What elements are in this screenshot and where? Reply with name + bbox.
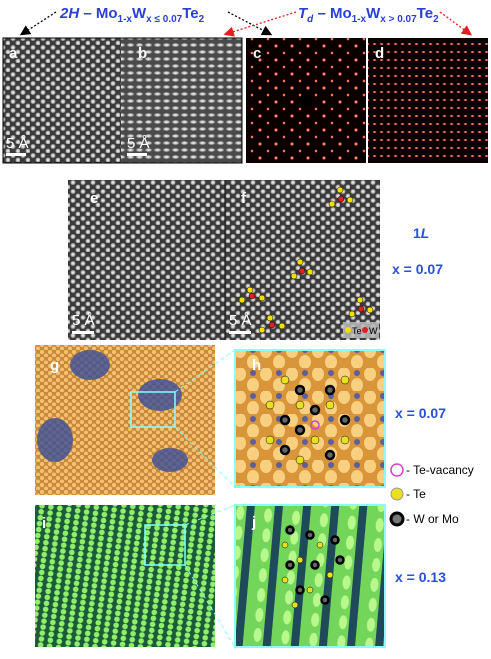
panel-label: b — [138, 45, 147, 62]
panel-label: i — [42, 515, 46, 532]
scale-label: 5 Å — [6, 135, 29, 152]
scale-label: 5 Å — [229, 312, 252, 329]
panel-labels: a b c d e f g h i j — [9, 45, 384, 532]
top-panels — [2, 37, 488, 164]
panel-label: j — [251, 514, 256, 531]
layer-label: 1L — [413, 225, 429, 241]
panel-label: g — [50, 357, 59, 374]
legend: - Te-vacancy - Te - W or Mo — [389, 463, 474, 527]
composition: x = 0.07 — [392, 261, 443, 277]
scale-bars: 5 Å 5 Å 5 Å 5 Å — [6, 135, 252, 334]
composition: x = 0.13 — [395, 569, 446, 585]
panel-label: f — [241, 190, 247, 207]
header-left: 2H – Mo1-xWx ≤ 0.07Te2 — [59, 5, 205, 25]
ij-panels — [35, 504, 386, 648]
composition: x = 0.07 — [395, 405, 446, 421]
scale-label: 5 Å — [72, 312, 95, 329]
header-right: Td – Mo1-xWx > 0.07Te2 — [298, 5, 439, 25]
legend-entry: - Te-vacancy — [406, 463, 474, 477]
legend-entry: - Te — [406, 487, 426, 501]
inset-legend-w: W — [369, 326, 378, 336]
gh-panels — [35, 345, 386, 495]
ef-panels: Te W — [68, 180, 380, 340]
arrows — [19, 11, 473, 37]
legend-entry: - W or Mo — [406, 512, 459, 526]
panel-label: a — [9, 45, 18, 62]
panel-label: d — [375, 45, 384, 62]
panel-label: c — [253, 45, 261, 62]
panel-label: h — [252, 357, 261, 374]
scale-label: 5 Å — [127, 135, 150, 152]
panel-label: e — [90, 190, 98, 207]
inset-legend-te: Te — [352, 326, 362, 336]
